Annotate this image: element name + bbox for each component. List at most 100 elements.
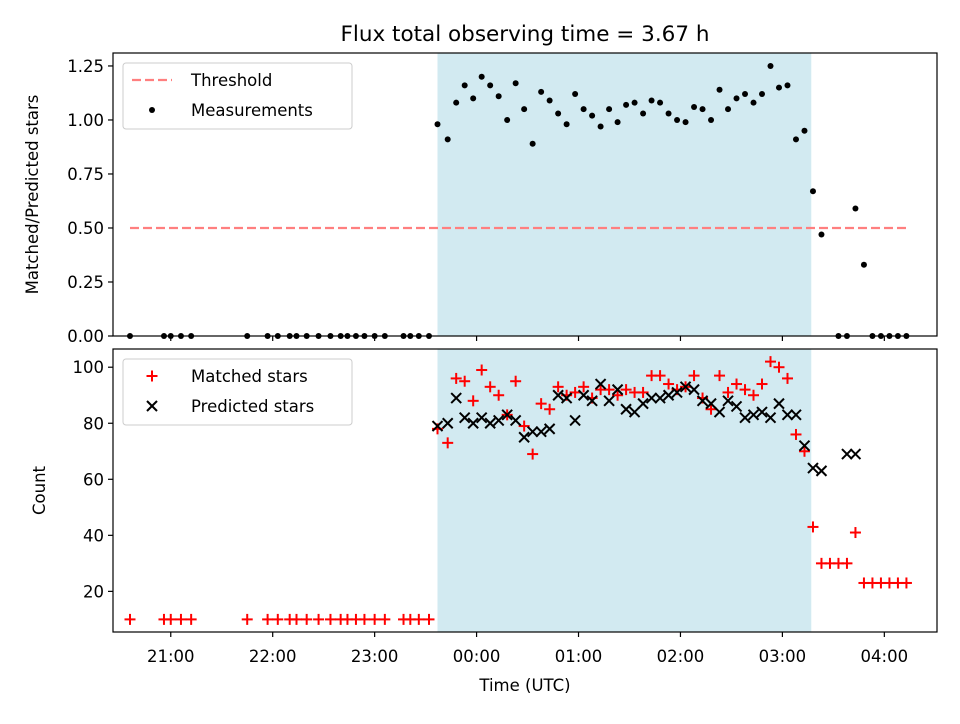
measurement-point (504, 116, 511, 123)
predicted-star-point (518, 431, 530, 443)
matched-star-point (450, 372, 462, 384)
predicted-star-point (628, 406, 641, 418)
matched-star-point (527, 448, 539, 460)
predicted-star-point (798, 439, 811, 452)
x-b (467, 417, 479, 429)
x-b (696, 395, 709, 407)
measurement-point (512, 80, 519, 87)
measurement-point (589, 112, 596, 119)
x-b (764, 411, 777, 424)
predicted-star-point (467, 417, 479, 429)
measurement-point (555, 110, 562, 117)
matched-star-point (272, 613, 284, 625)
x-b (535, 425, 547, 438)
measurement-point (733, 95, 740, 102)
legend-measurements-swatch (149, 107, 155, 113)
x-tick-label: 21:00 (147, 647, 195, 666)
predicted-star-point (671, 386, 683, 399)
data-layer (126, 62, 910, 339)
predicted-star-point (815, 465, 828, 477)
x-b (501, 409, 513, 421)
predicted-star-point (526, 425, 539, 438)
predicted-star-point (501, 409, 513, 421)
x-b (798, 439, 811, 452)
predicted-star-point (713, 406, 726, 418)
matched-star-point (241, 613, 253, 625)
x-b (458, 411, 471, 424)
measurement-point (640, 110, 647, 117)
x-b (781, 409, 794, 421)
y-axis-label: Count (30, 465, 49, 515)
matched-star-point (552, 381, 564, 393)
matched-star-point (510, 375, 522, 387)
predicted-star-point (722, 395, 734, 407)
x-b (577, 389, 590, 401)
predicted-star-point (730, 400, 743, 413)
measurement-point (546, 97, 553, 104)
x-b (518, 431, 530, 443)
measurement-point (453, 99, 460, 106)
matched-star-point (476, 364, 488, 376)
matched-star-point (185, 613, 197, 625)
predicted-star-point (552, 389, 564, 401)
x-b (662, 389, 675, 401)
matched-star-point (413, 613, 425, 625)
y-tick-label: 1.00 (67, 111, 104, 130)
matched-star-point (603, 384, 615, 396)
predicted-star-point (450, 392, 462, 404)
x-tick-label: 03:00 (759, 647, 807, 666)
predicted-star-point (645, 392, 658, 404)
predicted-star-point (807, 462, 819, 474)
measurement-point (759, 91, 766, 98)
measurement-point (682, 119, 689, 126)
y-tick-label: 60 (83, 470, 104, 489)
observing-span (437, 349, 812, 632)
matched-star-point (756, 378, 768, 390)
matched-star-point (722, 386, 734, 398)
legend-predicted-label: Predicted stars (191, 397, 314, 416)
x-b (773, 397, 785, 410)
measurement-point (470, 95, 477, 102)
y-tick-label: 100 (73, 358, 105, 377)
x-b (509, 414, 522, 427)
matched-star-point (765, 356, 777, 368)
y-tick-label: 80 (83, 414, 104, 433)
predicted-star-point (781, 409, 794, 421)
matched-star-point (493, 389, 505, 401)
measurement-point (818, 231, 825, 238)
legend-box (122, 62, 353, 130)
y-tick-label: 40 (83, 526, 104, 545)
x-b (603, 395, 615, 407)
measurement-point (623, 101, 630, 108)
x-tick-label: 23:00 (351, 647, 399, 666)
x-b (645, 392, 658, 404)
x-b (637, 397, 649, 410)
matched-star-point (484, 381, 496, 393)
matched-star-point (535, 398, 547, 410)
measurement-point (521, 106, 528, 113)
predicted-star-point (611, 383, 624, 396)
x-b (492, 414, 505, 427)
x-b (671, 386, 683, 399)
x-b (739, 411, 751, 424)
predicted-star-point (458, 411, 471, 424)
matched-star-point (714, 370, 726, 382)
matched-star-point (124, 613, 136, 625)
measurement-point (742, 91, 749, 98)
x-b (560, 392, 573, 404)
x-b (628, 406, 641, 418)
matched-star-point (663, 378, 675, 390)
predicted-star-point (747, 409, 760, 421)
x-b (705, 397, 717, 410)
matched-star-point (841, 557, 853, 569)
measurement-point (529, 140, 536, 147)
predicted-star-point (739, 411, 751, 424)
x-b (747, 409, 760, 421)
measurement-point (563, 121, 570, 128)
x-b (654, 392, 666, 404)
measurement-point (614, 119, 621, 126)
x-b (807, 462, 819, 474)
matched-star-point (301, 613, 313, 625)
predicted-star-point (569, 414, 581, 427)
x-b (730, 400, 743, 413)
